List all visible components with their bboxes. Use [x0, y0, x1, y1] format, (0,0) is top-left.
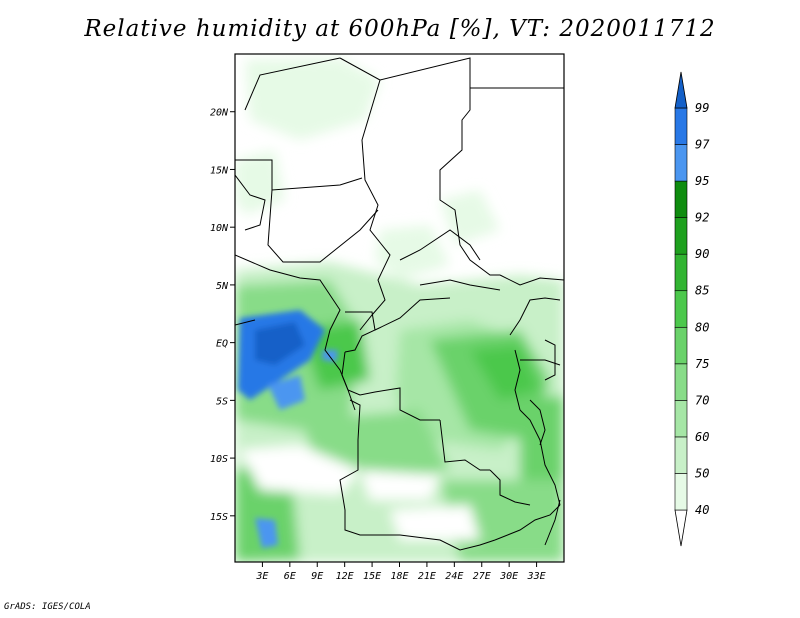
- lon-tick-label: 18E: [390, 571, 408, 582]
- lat-tick-label: 10N: [210, 223, 229, 234]
- map-title: Relative humidity at 600hPa [%], VT: 202…: [84, 16, 716, 42]
- lat-tick-label: EQ: [216, 339, 228, 350]
- colorbar-bin: [674, 473, 688, 511]
- lon-tick-label: 9E: [311, 571, 323, 582]
- colorbar-bin: [674, 326, 688, 365]
- colorbar-label: 80: [695, 320, 709, 334]
- colorbar-bin: [674, 436, 688, 474]
- lon-tick-label: 30E: [499, 571, 518, 582]
- colorbar-bin: [674, 290, 688, 328]
- lon-tick-label: 33E: [527, 571, 546, 582]
- lat-tick-label: 5S: [216, 396, 228, 407]
- lon-tick-label: 6E: [284, 571, 296, 582]
- lon-tick-label: 3E: [255, 571, 268, 582]
- lat-tick-label: 10S: [210, 454, 228, 465]
- colorbar-label: 75: [695, 357, 709, 371]
- colorbar-label: 85: [695, 284, 709, 298]
- colorbar-bin: [674, 180, 688, 218]
- colorbar-label: 92: [695, 211, 709, 225]
- lon-tick-label: 24E: [445, 571, 463, 582]
- lat-tick-label: 15N: [210, 165, 229, 176]
- colorbar-label: 70: [695, 393, 709, 407]
- colorbar-label: 99: [695, 101, 709, 115]
- colorbar-bin: [674, 400, 688, 438]
- credit-text: GrADS: IGES/COLA: [4, 602, 91, 612]
- lon-tick-label: 21E: [418, 571, 436, 582]
- colorbar-bin: [674, 107, 688, 145]
- colorbar-bin: [674, 217, 688, 255]
- colorbar: 40 50 60 70 75 80 85 90 92 95 97 99: [674, 71, 710, 547]
- colorbar-label: 60: [695, 430, 709, 444]
- longitude-axis: 3E 6E 9E 12E 15E 18E 21E 24E 27E 30E 33E: [255, 562, 546, 582]
- lat-tick-label: 20N: [210, 108, 229, 119]
- humidity-field: [235, 54, 564, 562]
- colorbar-bin: [674, 253, 688, 292]
- colorbar-label: 95: [695, 174, 709, 188]
- colorbar-bin: [674, 144, 688, 182]
- colorbar-bin: [674, 71, 688, 109]
- colorbar-label: 50: [695, 466, 709, 480]
- colorbar-label: 97: [695, 138, 710, 152]
- colorbar-bin: [674, 509, 688, 547]
- lat-tick-label: 5N: [216, 281, 229, 292]
- lon-tick-label: 15E: [363, 571, 381, 582]
- colorbar-label: 40: [695, 503, 709, 517]
- latitude-axis: 20N 15N 10N 5N EQ 5S 10S 15S: [210, 108, 235, 523]
- lon-tick-label: 12E: [336, 571, 354, 582]
- lat-tick-label: 15S: [210, 512, 228, 523]
- country-borders: [235, 57, 564, 551]
- colorbar-bin: [674, 363, 688, 401]
- colorbar-label: 90: [695, 247, 709, 261]
- lon-tick-label: 27E: [473, 571, 491, 582]
